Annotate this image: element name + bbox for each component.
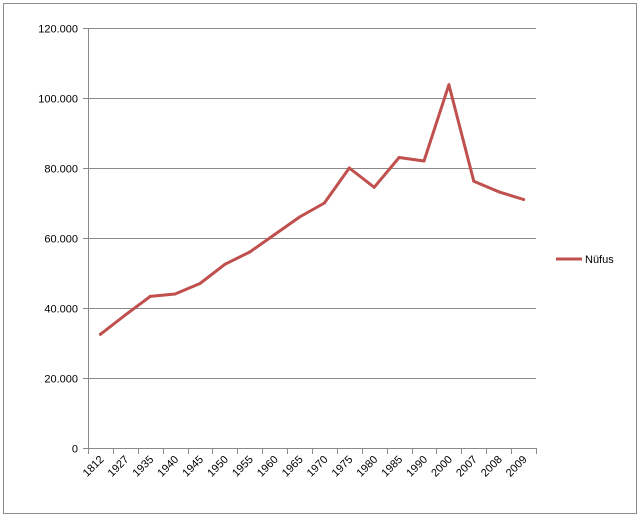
series-line bbox=[98, 83, 526, 336]
y-tick-label: 40.000 bbox=[44, 304, 78, 316]
x-tick-label: 2009 bbox=[504, 454, 530, 480]
x-tick-label: 1950 bbox=[205, 454, 231, 480]
series-lines bbox=[98, 83, 526, 336]
y-tick-label: 100.000 bbox=[38, 94, 78, 106]
x-tick-label: 1812 bbox=[81, 454, 107, 480]
x-tick-label: 1965 bbox=[280, 454, 306, 480]
data-point bbox=[347, 166, 351, 170]
x-tick-label: 1990 bbox=[404, 454, 430, 480]
data-point bbox=[198, 282, 202, 285]
data-point bbox=[273, 233, 277, 236]
y-tick-label: 60.000 bbox=[44, 234, 78, 246]
x-tick-label: 2008 bbox=[479, 454, 505, 480]
y-tick-label: 0 bbox=[72, 444, 78, 456]
x-tick-label: 1955 bbox=[230, 454, 256, 480]
x-tick-label: 1975 bbox=[330, 454, 356, 480]
x-tick-labels: 1812 1927 1935 1940 1945 1950 1955 1960 1965 1970… bbox=[81, 454, 530, 480]
y-tick-label: 20.000 bbox=[44, 374, 78, 386]
x-tick-label: 2000 bbox=[429, 454, 455, 480]
data-point bbox=[173, 292, 177, 296]
y-tick-label: 80.000 bbox=[44, 164, 78, 176]
data-point bbox=[123, 313, 127, 317]
data-point bbox=[322, 201, 326, 205]
x-tick-label: 1927 bbox=[106, 454, 132, 480]
data-point bbox=[98, 332, 102, 336]
x-tick-label: 1960 bbox=[255, 454, 281, 480]
y-tick-labels: 0 20.000 40.000 60.000 80.000 100.000 120.000 bbox=[38, 24, 78, 456]
legend-label: Nüfus bbox=[585, 254, 614, 266]
gridlines bbox=[88, 28, 536, 379]
chart-frame bbox=[3, 3, 637, 514]
data-point bbox=[248, 250, 252, 254]
data-point bbox=[422, 159, 426, 163]
data-point bbox=[522, 198, 526, 201]
x-tick-label: 1945 bbox=[180, 454, 206, 480]
x-tick-label: 1980 bbox=[355, 454, 381, 480]
data-point bbox=[298, 215, 302, 219]
data-point bbox=[472, 179, 476, 183]
data-point bbox=[497, 190, 501, 194]
x-tick-label: 1970 bbox=[305, 454, 331, 480]
axes bbox=[83, 28, 537, 454]
x-tick-label: 1985 bbox=[379, 454, 405, 480]
y-tick-label: 120.000 bbox=[38, 24, 78, 36]
data-point bbox=[397, 156, 401, 159]
x-tick-label: 2007 bbox=[454, 454, 480, 480]
x-tick-label: 1935 bbox=[131, 454, 157, 480]
data-point bbox=[372, 185, 376, 189]
data-point bbox=[223, 262, 227, 266]
x-tick-label: 1940 bbox=[155, 454, 181, 480]
data-point bbox=[447, 83, 451, 87]
legend: Nüfus bbox=[556, 254, 614, 266]
data-point bbox=[148, 294, 152, 298]
